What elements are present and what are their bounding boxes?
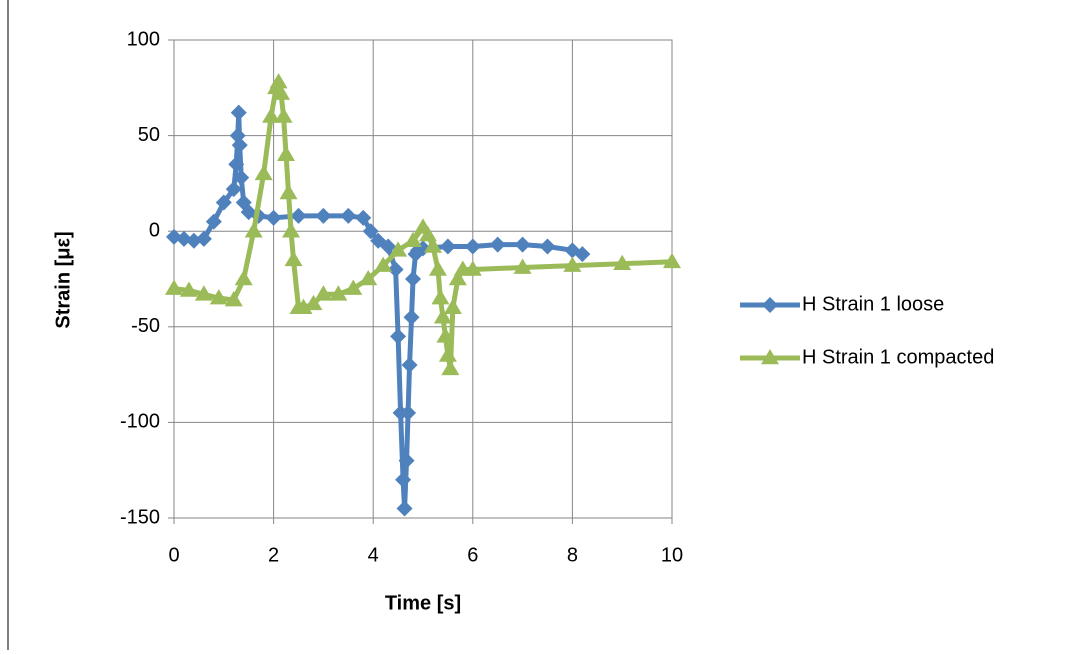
y-tick-label: 0 bbox=[149, 219, 160, 241]
x-tick-label: 10 bbox=[661, 544, 683, 566]
chart: Time [s] Strain [με] -150 -100 -50 0 50 100 0 2… bbox=[0, 0, 1076, 650]
x-tick-label: 4 bbox=[368, 544, 379, 566]
x-tick-label: 0 bbox=[168, 544, 179, 566]
x-tick-label: 6 bbox=[467, 544, 478, 566]
y-tick-label: -100 bbox=[120, 411, 160, 433]
x-tick-label: 2 bbox=[268, 544, 279, 566]
background bbox=[0, 0, 1076, 650]
x-axis-title: Time [s] bbox=[385, 592, 461, 614]
x-tick-label: 8 bbox=[567, 544, 578, 566]
y-tick-label: -50 bbox=[131, 315, 160, 337]
y-tick-label: 100 bbox=[127, 28, 160, 50]
page: Time [s] Strain [με] -150 -100 -50 0 50 100 0 2… bbox=[0, 0, 1076, 655]
y-tick-label: -150 bbox=[120, 506, 160, 528]
y-tick-label: 50 bbox=[138, 124, 160, 146]
legend-label: H Strain 1 loose bbox=[802, 293, 944, 315]
legend-label: H Strain 1 compacted bbox=[802, 346, 994, 368]
y-axis-title: Strain [με] bbox=[52, 231, 74, 328]
